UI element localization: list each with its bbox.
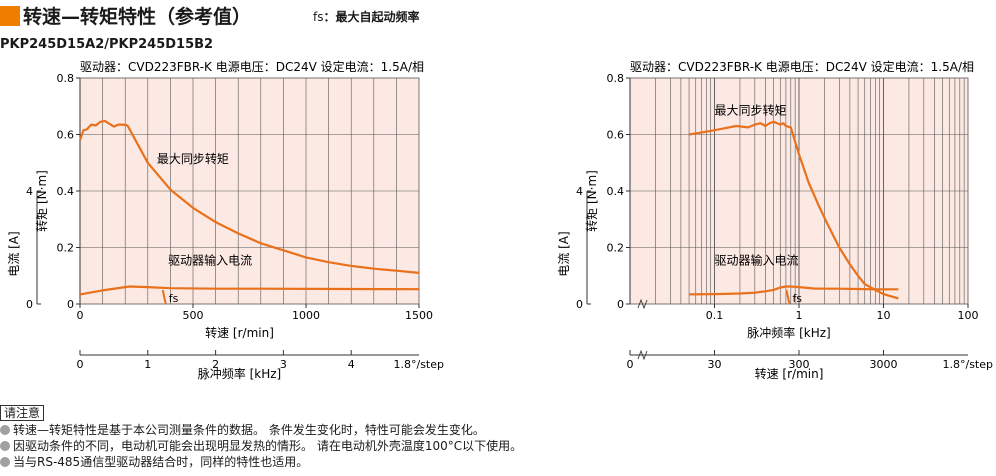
x-tick-label: 0 xyxy=(77,309,84,322)
secondary-tick-label: 1 xyxy=(144,358,151,371)
current-tick-label: 0 xyxy=(576,298,583,311)
secondary-unit-label: 1.8°/step xyxy=(943,358,994,371)
torque-curve xyxy=(78,119,420,274)
bullet-icon xyxy=(0,441,10,451)
note-text: 当与RS-485通信型驱动器结合时，同样的特性也适用。 xyxy=(13,455,309,469)
fs-marker xyxy=(785,289,791,305)
y-axis-label: 转矩 [N·m] xyxy=(584,170,599,232)
notes-heading: 请注意 xyxy=(0,405,45,421)
current-curve xyxy=(79,285,420,296)
fs-note-text: ：最大自起动频率 xyxy=(323,10,420,24)
series-label-current: 驱动器输入电流 xyxy=(168,252,252,267)
y-tick-label: 0.8 xyxy=(57,72,75,85)
series-label-current: 驱动器输入电流 xyxy=(715,252,799,267)
y-tick-label: 0.6 xyxy=(607,129,625,142)
secondary-tick-label: 3 xyxy=(280,358,287,371)
series-label-torque: 最大同步转矩 xyxy=(715,103,787,118)
secondary-tick-label: 3000 xyxy=(870,358,898,371)
current-curve xyxy=(689,285,899,296)
secondary-axis-label: 脉冲频率 [kHz] xyxy=(198,366,281,381)
y-tick-label: 0 xyxy=(67,298,74,311)
fs-marker xyxy=(161,289,167,305)
secondary-unit-label: 1.8°/step xyxy=(394,358,445,371)
y-tick-label: 0 xyxy=(617,298,624,311)
fs-legend-note: fs：最大自起动频率 xyxy=(313,8,420,25)
x-tick-label: 10 xyxy=(877,309,891,322)
x-axis-label: 转速 [r/min] xyxy=(205,325,274,340)
charts-svg: 驱动器：CVD223FBR-K 电源电压：DC24V 设定电流：1.5A/相00… xyxy=(7,59,994,381)
fs-marker-label: fs xyxy=(169,292,179,305)
note-text: 转速—转矩特性是基于本公司测量条件的数据。 条件发生变化时，特性可能会发生变化。 xyxy=(13,423,485,437)
secondary-tick-label: 300 xyxy=(789,358,810,371)
model-label: PKP245D15A2/PKP245D15B2 xyxy=(0,37,214,52)
series-label-torque: 最大同步转矩 xyxy=(157,151,229,166)
title-row: 转速—转矩特性（参考值） fs：最大自起动频率 xyxy=(0,2,996,32)
fs-note-symbol: fs xyxy=(313,10,324,24)
secondary-tick-label: 2 xyxy=(212,358,219,371)
x-tick-label: 1 xyxy=(796,309,803,322)
axis-break-icon xyxy=(637,298,648,310)
current-tick-label: 4 xyxy=(576,185,583,198)
current-axis-label: 电流 [A] xyxy=(557,231,571,276)
title-marker-square xyxy=(0,6,20,26)
x-tick-label: 1500 xyxy=(405,309,433,322)
secondary-axis-label: 转速 [r/min] xyxy=(755,366,824,381)
current-axis-label: 电流 [A] xyxy=(7,231,21,276)
note-text: 因驱动条件的不同，电动机可能会出现明显发热的情形。 请在电动机外壳温度100°C… xyxy=(13,439,523,453)
bullet-icon xyxy=(0,457,10,467)
y-tick-label: 0.6 xyxy=(57,129,75,142)
note-item: 当与RS-485通信型驱动器结合时，同样的特性也适用。 xyxy=(0,454,996,470)
axis-break-icon xyxy=(637,349,648,361)
x-tick-label: 100 xyxy=(958,309,979,322)
current-tick-label: 0 xyxy=(26,298,33,311)
notes-section: 请注意 转速—转矩特性是基于本公司测量条件的数据。 条件发生变化时，特性可能会发… xyxy=(0,405,996,470)
x-tick-label: 0.1 xyxy=(706,309,724,322)
note-item: 因驱动条件的不同，电动机可能会出现明显发热的情形。 请在电动机外壳温度100°C… xyxy=(0,438,996,454)
bullet-icon xyxy=(0,425,10,435)
secondary-tick-label: 30 xyxy=(708,358,722,371)
secondary-tick-label: 4 xyxy=(348,358,355,371)
x-axis-label: 脉冲频率 [kHz] xyxy=(747,325,830,340)
chart-header: 驱动器：CVD223FBR-K 电源电压：DC24V 设定电流：1.5A/相 xyxy=(80,59,424,74)
y-tick-label: 0.4 xyxy=(57,185,75,198)
chart-header: 驱动器：CVD223FBR-K 电源电压：DC24V 设定电流：1.5A/相 xyxy=(630,59,974,74)
y-tick-label: 0.8 xyxy=(607,72,625,85)
x-tick-label: 500 xyxy=(183,309,204,322)
current-tick-label: 4 xyxy=(26,185,33,198)
page-title: 转速—转矩特性（参考值） xyxy=(23,6,252,28)
secondary-tick-label: 0 xyxy=(627,358,634,371)
y-tick-label: 0.4 xyxy=(607,185,625,198)
y-axis-label: 转矩 [N·m] xyxy=(34,170,49,232)
note-item: 转速—转矩特性是基于本公司测量条件的数据。 条件发生变化时，特性可能会发生变化。 xyxy=(0,422,996,438)
y-tick-label: 0.2 xyxy=(607,242,625,255)
torque-curve xyxy=(688,120,899,300)
x-tick-label: 1000 xyxy=(292,309,320,322)
fs-marker-label: fs xyxy=(792,292,802,305)
secondary-tick-label: 0 xyxy=(77,358,84,371)
y-tick-label: 0.2 xyxy=(57,242,75,255)
